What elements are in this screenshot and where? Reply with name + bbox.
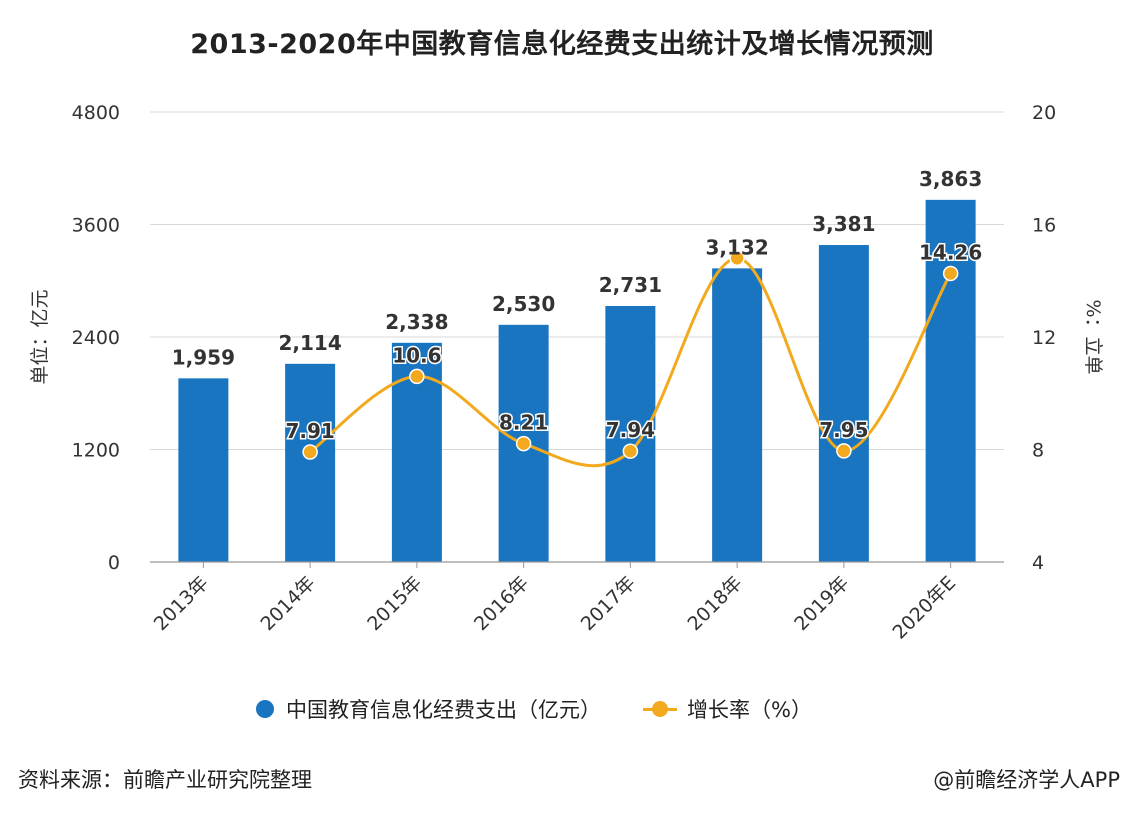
line-layer (302, 250, 959, 468)
growth-value-label: 8.21 (499, 411, 548, 435)
x-tick-label: 2019年 (790, 572, 853, 635)
credit-note: @前瞻经济学人APP (933, 768, 1120, 792)
growth-point-2018年 (729, 250, 745, 266)
bar-value-label: 3,863 (919, 167, 982, 191)
bar-value-label: 1,959 (172, 345, 235, 369)
x-tick-label: 2013年 (150, 572, 213, 635)
growth-point-2014年 (302, 444, 318, 460)
legend-line-label: 增长率（%） (687, 698, 812, 722)
labels-layer: 1,959 2,114 2,338 2,530 2,731 3,132 3,381 3,863… (172, 167, 984, 445)
y-tick-label: 1200 (72, 440, 120, 462)
growth-value-label: 7.95 (819, 418, 868, 442)
growth-point-2019年 (836, 443, 852, 459)
bar-value-label: 2,114 (278, 331, 341, 355)
legend-bar-swatch (256, 700, 274, 718)
bar-value-label: 2,338 (385, 310, 448, 334)
legend-item-bar: 中国教育信息化经费支出（亿元） (256, 694, 601, 724)
y2-axis-title: %：立单 (1082, 299, 1104, 374)
y2-tick-label: 20 (1032, 102, 1056, 124)
source-note: 资料来源：前瞻产业研究院整理 (18, 768, 312, 792)
bar-value-label: 3,381 (812, 212, 875, 236)
x-tick-label: 2016年 (470, 572, 533, 635)
legend-line-swatch (643, 700, 677, 718)
x-tick-label: 2015年 (363, 572, 426, 635)
y2-tick-label: 16 (1032, 215, 1056, 237)
y2-tick-label: 12 (1032, 327, 1056, 349)
x-tick-label: 2018年 (683, 572, 746, 635)
bar-2018年 (712, 268, 763, 562)
legend: 中国教育信息化经费支出（亿元） 增长率（%） (256, 694, 854, 724)
growth-point-2015年 (409, 368, 425, 385)
bar-value-label: 3,132 (705, 235, 768, 259)
bar-2013年 (178, 378, 229, 562)
y-tick-label: 3600 (72, 215, 120, 237)
y-tick-label: 4800 (72, 102, 120, 124)
y-axis-title: 单位：亿元 (29, 289, 51, 384)
chart-svg: 1,959 2,114 2,338 2,530 2,731 3,132 3,381 3,863… (29, 102, 1104, 644)
growth-value-label: 14.26 (919, 240, 982, 264)
growth-point-2017年 (622, 443, 639, 459)
growth-point-2016年 (515, 435, 532, 452)
bar-2017年 (605, 305, 656, 562)
bars-layer (178, 199, 976, 562)
bar-2020年E (925, 199, 976, 562)
growth-value-label: 7.91 (285, 419, 334, 443)
y2-tick-label: 4 (1032, 552, 1044, 574)
legend-item-line: 增长率（%） (643, 694, 812, 724)
chart-title: 2013-2020年中国教育信息化经费支出统计及增长情况预测 (190, 29, 934, 60)
y-tick-label: 0 (108, 552, 120, 574)
x-tick-label: 2017年 (577, 572, 640, 635)
legend-bar-label: 中国教育信息化经费支出（亿元） (286, 698, 601, 722)
growth-point-2020年E (942, 265, 959, 282)
bar-value-label: 2,731 (599, 273, 662, 297)
x-tick-label: 2014年 (256, 572, 319, 635)
bar-value-label: 2,530 (492, 292, 555, 316)
growth-value-label: 7.94 (606, 418, 655, 442)
growth-value-label: 10.6 (392, 343, 441, 367)
y2-tick-label: 8 (1032, 440, 1044, 462)
bar-2019年 (818, 245, 869, 562)
y-tick-label: 2400 (72, 327, 120, 349)
x-tick-label: 2020年E (888, 572, 960, 644)
bar-2014年 (285, 363, 336, 562)
